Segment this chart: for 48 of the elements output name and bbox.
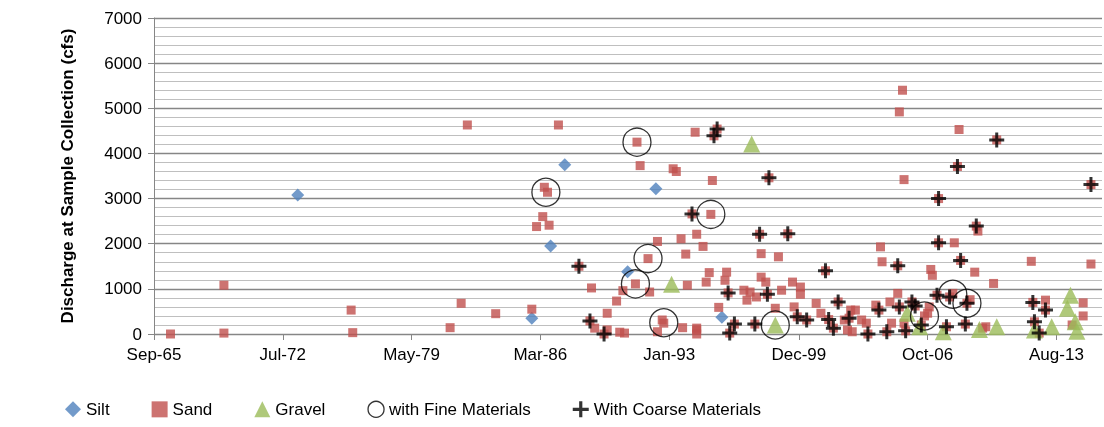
x-tick-label: May-79: [383, 345, 440, 364]
point: [663, 275, 681, 293]
point: [1058, 299, 1076, 317]
y-tick-label: 1000: [104, 279, 142, 299]
x-tick-label: Mar-86: [513, 345, 568, 364]
point: [620, 269, 651, 299]
point: [1037, 302, 1053, 318]
y-tick-label: 6000: [104, 53, 142, 73]
y-tick-label: 0: [132, 324, 142, 344]
x-tick-label: Sep-65: [126, 345, 182, 364]
point: [743, 135, 761, 153]
legend-label: Silt: [86, 399, 110, 419]
legend-label: Sand: [172, 399, 213, 419]
point: [525, 311, 539, 325]
point: [622, 127, 652, 157]
y-tick-label: 3000: [104, 189, 142, 209]
point: [952, 288, 982, 318]
y-tick-label: 7000: [104, 8, 142, 28]
y-tick-label: 4000: [104, 143, 142, 163]
point: [909, 301, 940, 331]
point: [1068, 322, 1086, 340]
y-axis-title: Discharge at Sample Collection (cfs): [57, 28, 77, 324]
x-tick-label: Aug-13: [1029, 345, 1084, 364]
point: [558, 158, 572, 172]
x-tick-label: Jan-93: [643, 345, 696, 364]
point: [291, 188, 305, 202]
x-tick-label: Oct-06: [902, 345, 954, 364]
point: [970, 320, 988, 338]
legend-label: Gravel: [275, 399, 326, 419]
point: [1062, 286, 1080, 304]
point: [938, 279, 968, 309]
legend-label: With Coarse Materials: [593, 399, 761, 419]
point: [544, 239, 558, 253]
x-tick-label: Jul-72: [259, 345, 306, 364]
point: [649, 308, 679, 338]
legend-label: with Fine Materials: [388, 399, 531, 419]
point: [633, 243, 663, 274]
point: [531, 177, 561, 207]
point: [649, 182, 663, 196]
point: [898, 304, 916, 322]
point: [988, 318, 1006, 336]
y-tick-label: 5000: [104, 98, 142, 118]
point: [760, 310, 790, 340]
x-tick-label: Dec-99: [771, 345, 827, 364]
point: [949, 159, 965, 175]
point: [696, 199, 726, 230]
y-tick-label: 2000: [104, 234, 142, 254]
point: [715, 310, 729, 324]
